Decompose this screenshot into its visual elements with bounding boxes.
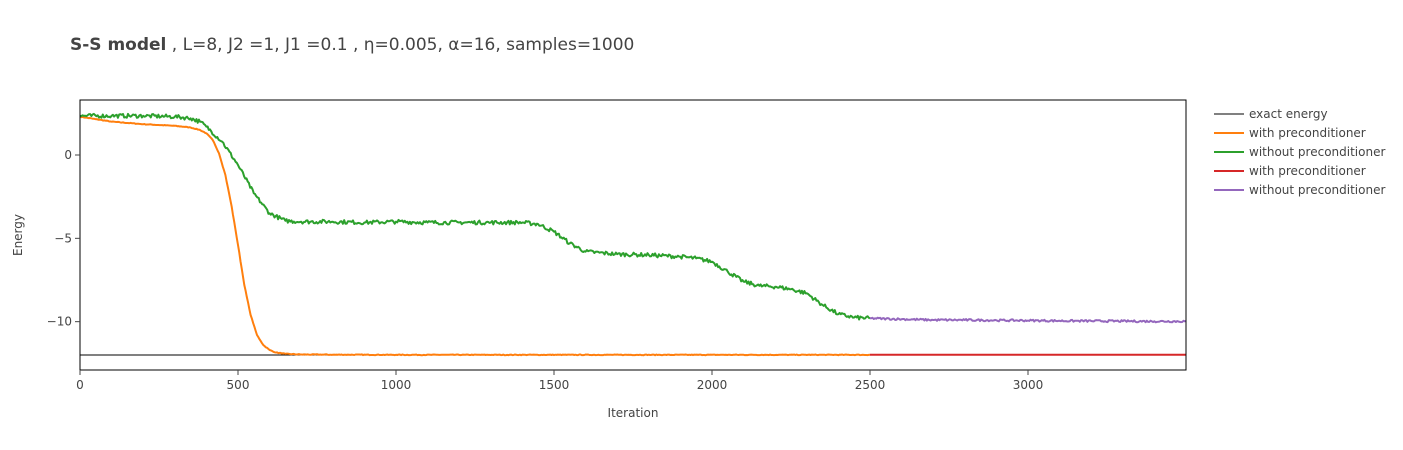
chart-title-bold: S-S model: [70, 35, 166, 55]
x-tick-label: 3000: [1013, 378, 1044, 392]
series-line-2: [80, 112, 871, 321]
legend-item[interactable]: with preconditioner: [1214, 126, 1366, 140]
x-tick-label: 0: [76, 378, 84, 392]
x-tick-label: 2000: [697, 378, 728, 392]
y-tick-label: 0: [64, 148, 72, 162]
legend-item[interactable]: exact energy: [1214, 107, 1328, 121]
x-tick-label: 2500: [855, 378, 886, 392]
legend[interactable]: exact energy with preconditioner without p…: [1214, 107, 1385, 197]
plot-area: 0 500 1000 1500 2000 2500 3000 0 −5 −10: [47, 99, 1187, 392]
y-axis-label: Energy: [11, 214, 25, 256]
x-tick-label: 1500: [539, 378, 570, 392]
y-tick-label: −10: [47, 315, 72, 329]
legend-item[interactable]: without preconditioner: [1214, 145, 1385, 159]
x-tick-label: 500: [227, 378, 250, 392]
legend-label: with preconditioner: [1249, 164, 1366, 178]
legend-label: without preconditioner: [1249, 183, 1385, 197]
legend-item[interactable]: with preconditioner: [1214, 164, 1366, 178]
x-tick-label: 1000: [381, 378, 412, 392]
series-line-4: [869, 316, 1186, 324]
series-group: [80, 112, 1186, 357]
legend-item[interactable]: without preconditioner: [1214, 183, 1385, 197]
chart-title-params: , L=8, J2 =1, J1 =0.1 , η=0.005, α=16, s…: [166, 35, 634, 55]
legend-label: with preconditioner: [1249, 126, 1366, 140]
legend-label: without preconditioner: [1249, 145, 1385, 159]
x-axis-label: Iteration: [608, 406, 659, 420]
series-line-1: [80, 115, 871, 357]
legend-label: exact energy: [1249, 107, 1328, 121]
plot-frame: [79, 99, 1187, 371]
y-tick-label: −5: [54, 231, 72, 245]
chart-title: S-S model , L=8, J2 =1, J1 =0.1 , η=0.00…: [70, 35, 634, 55]
